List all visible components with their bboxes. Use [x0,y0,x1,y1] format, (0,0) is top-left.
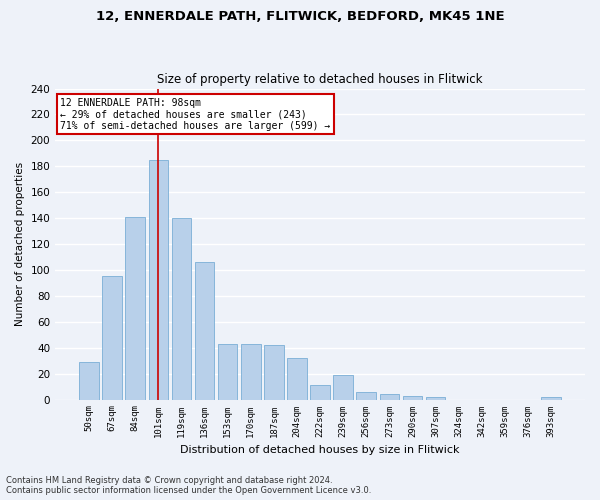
Bar [149,160,168,400]
Bar [125,217,145,400]
Bar [310,386,330,400]
Bar [403,396,422,400]
Title: Size of property relative to detached houses in Flitwick: Size of property relative to detached ho… [157,73,483,86]
Bar [426,397,445,400]
Bar [356,392,376,400]
Bar [241,344,260,400]
Bar [79,362,99,400]
Text: 12 ENNERDALE PATH: 98sqm
← 29% of detached houses are smaller (243)
71% of semi-: 12 ENNERDALE PATH: 98sqm ← 29% of detach… [61,98,331,131]
Y-axis label: Number of detached properties: Number of detached properties [15,162,25,326]
Bar [380,394,399,400]
Bar [541,397,561,400]
Bar [103,276,122,400]
Bar [334,375,353,400]
Bar [287,358,307,400]
Text: 12, ENNERDALE PATH, FLITWICK, BEDFORD, MK45 1NE: 12, ENNERDALE PATH, FLITWICK, BEDFORD, M… [95,10,505,23]
Bar [172,218,191,400]
Bar [264,345,284,400]
X-axis label: Distribution of detached houses by size in Flitwick: Distribution of detached houses by size … [181,445,460,455]
Text: Contains HM Land Registry data © Crown copyright and database right 2024.
Contai: Contains HM Land Registry data © Crown c… [6,476,371,495]
Bar [195,262,214,400]
Bar [218,344,238,400]
